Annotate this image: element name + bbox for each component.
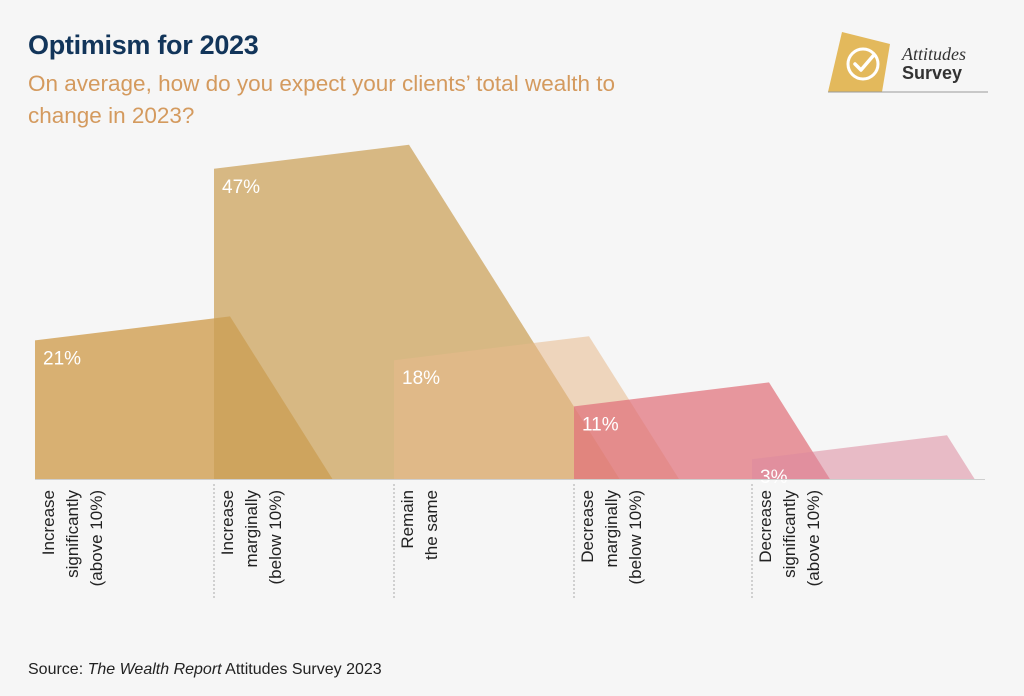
data-label: 21% <box>43 348 81 369</box>
category-label: Remain the same <box>398 490 441 560</box>
category-label: Decrease marginally (below 10%) <box>578 490 645 585</box>
chart-subtitle: On average, how do you expect your clien… <box>28 71 615 128</box>
category-label-line: (above 10%) <box>804 490 823 586</box>
logo-text-survey: Survey <box>902 63 963 83</box>
category-label: Increase marginally (below 10%) <box>218 490 285 585</box>
attitudes-survey-logo <box>828 32 988 93</box>
category-label-line: Increase <box>218 490 237 555</box>
category-label-line: (below 10%) <box>266 490 285 585</box>
category-label-line: Decrease <box>756 490 775 563</box>
category-label-line: Remain <box>398 490 417 549</box>
source-suffix: Attitudes Survey 2023 <box>221 661 382 678</box>
source-note: Source: The Wealth Report Attitudes Surv… <box>28 661 382 679</box>
data-label: 3% <box>760 467 788 488</box>
category-label-line: (above 10%) <box>87 490 106 586</box>
category-label: Decrease significantly (above 10%) <box>756 490 823 587</box>
bar-shape <box>574 382 830 479</box>
category-label-line: significantly <box>63 490 82 578</box>
category-label-line: (below 10%) <box>626 490 645 585</box>
source-prefix: Source: <box>28 661 88 678</box>
category-label-line: Decrease <box>578 490 597 563</box>
bar-chart: 21% 47% 18% 11% 3% Increase significantly (abov… <box>35 144 985 600</box>
logo-text-attitudes: Attitudes <box>902 44 966 64</box>
data-label: 11% <box>582 414 619 435</box>
category-label-line: Increase <box>39 490 58 555</box>
chart-title: Optimism for 2023 <box>28 30 259 60</box>
data-label: 18% <box>402 368 440 389</box>
category-label-line: significantly <box>780 490 799 578</box>
category-label: Increase significantly (above 10%) <box>39 490 106 587</box>
category-label-line: marginally <box>242 490 261 568</box>
bar-shape <box>752 435 975 479</box>
category-label-line: the same <box>422 490 441 560</box>
data-label: 47% <box>222 177 260 198</box>
source-report-name: The Wealth Report <box>87 661 222 678</box>
checkmark-badge-icon <box>828 32 890 92</box>
category-label-line: marginally <box>602 490 621 568</box>
